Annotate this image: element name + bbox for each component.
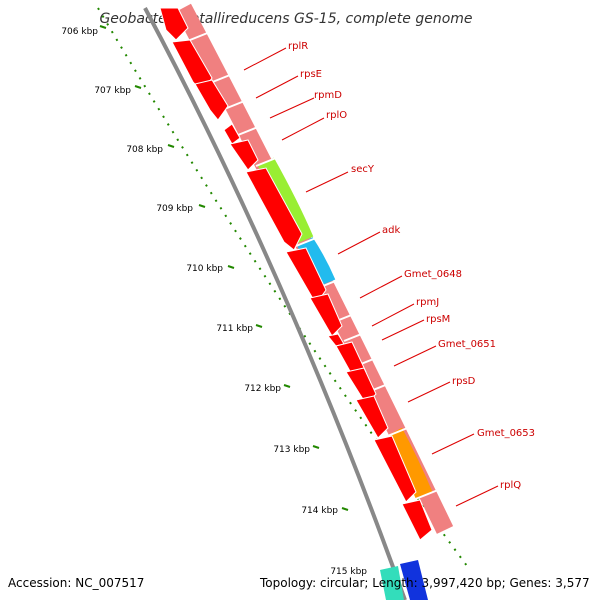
tick-713	[312, 445, 320, 449]
gene-segment-Gmet_0653	[386, 427, 433, 499]
cds-arrow	[245, 167, 303, 251]
gene-label-secY: secY	[351, 164, 375, 175]
kbp-label: 707 kbp	[94, 86, 131, 96]
tick-707	[134, 85, 142, 89]
gene-label-rpsM: rpsM	[426, 314, 450, 325]
gene-label-Gmet_0648: Gmet_0648	[404, 269, 462, 280]
tick-709	[198, 204, 206, 208]
kbp-label: 713 kbp	[273, 445, 310, 455]
tick-714	[341, 507, 349, 511]
feature-partial-teal	[380, 566, 404, 600]
ruler-ticks	[99, 25, 349, 511]
cds-track	[159, 7, 433, 541]
gene-label-rplR: rplR	[288, 41, 308, 52]
tick-706	[99, 25, 107, 29]
gene-label-rpsD: rpsD	[452, 376, 476, 387]
kbp-label: 709 kbp	[156, 204, 193, 214]
tick-710	[227, 265, 235, 269]
gene-labels: rplR rpsE rpmD rplO secY adk Gmet_0648 r…	[288, 41, 535, 491]
cds-arrow	[285, 247, 327, 305]
cds-arrow	[159, 7, 189, 41]
gene-leader-lines	[243, 47, 499, 507]
kbp-label: 708 kbp	[126, 145, 163, 155]
cds-arrow	[309, 293, 343, 337]
feature-partial-blue	[400, 560, 428, 600]
cds-arrow	[373, 435, 417, 503]
kbp-label: 714 kbp	[301, 506, 338, 516]
cds-arrow	[194, 79, 229, 121]
cds-arrow	[355, 395, 389, 439]
gene-label-rpmJ: rpmJ	[416, 297, 439, 308]
tick-712	[283, 384, 291, 388]
gene-label-Gmet_0651: Gmet_0651	[438, 339, 496, 350]
gene-label-adk: adk	[382, 225, 400, 236]
kbp-label: 710 kbp	[186, 264, 223, 274]
gene-label-Gmet_0653: Gmet_0653	[477, 428, 535, 439]
gene-segment-adk	[297, 237, 336, 287]
gene-label-rplO: rplO	[326, 110, 347, 121]
gene-label-rpmD: rpmD	[314, 90, 342, 101]
kbp-label: 706 kbp	[61, 27, 98, 37]
accession-text: Accession: NC_007517	[8, 576, 145, 590]
kbp-label: 711 kbp	[216, 324, 253, 334]
genome-backbone	[143, 7, 407, 600]
cds-arrow	[223, 123, 241, 145]
gene-label-rplQ: rplQ	[500, 480, 521, 491]
cds-arrow	[401, 499, 433, 541]
cds-arrow	[229, 139, 259, 171]
cds-arrow	[345, 367, 377, 405]
kbp-label: 712 kbp	[244, 384, 281, 394]
tick-711	[255, 324, 263, 328]
kbp-label: 715 kbp	[330, 567, 367, 577]
tick-708	[167, 144, 175, 148]
genome-summary-text: Topology: circular; Length: 3,997,420 bp…	[260, 576, 590, 590]
kbp-labels: 706 kbp 707 kbp 708 kbp 709 kbp 710 kbp …	[61, 27, 367, 577]
gene-label-rpsE: rpsE	[300, 69, 322, 80]
